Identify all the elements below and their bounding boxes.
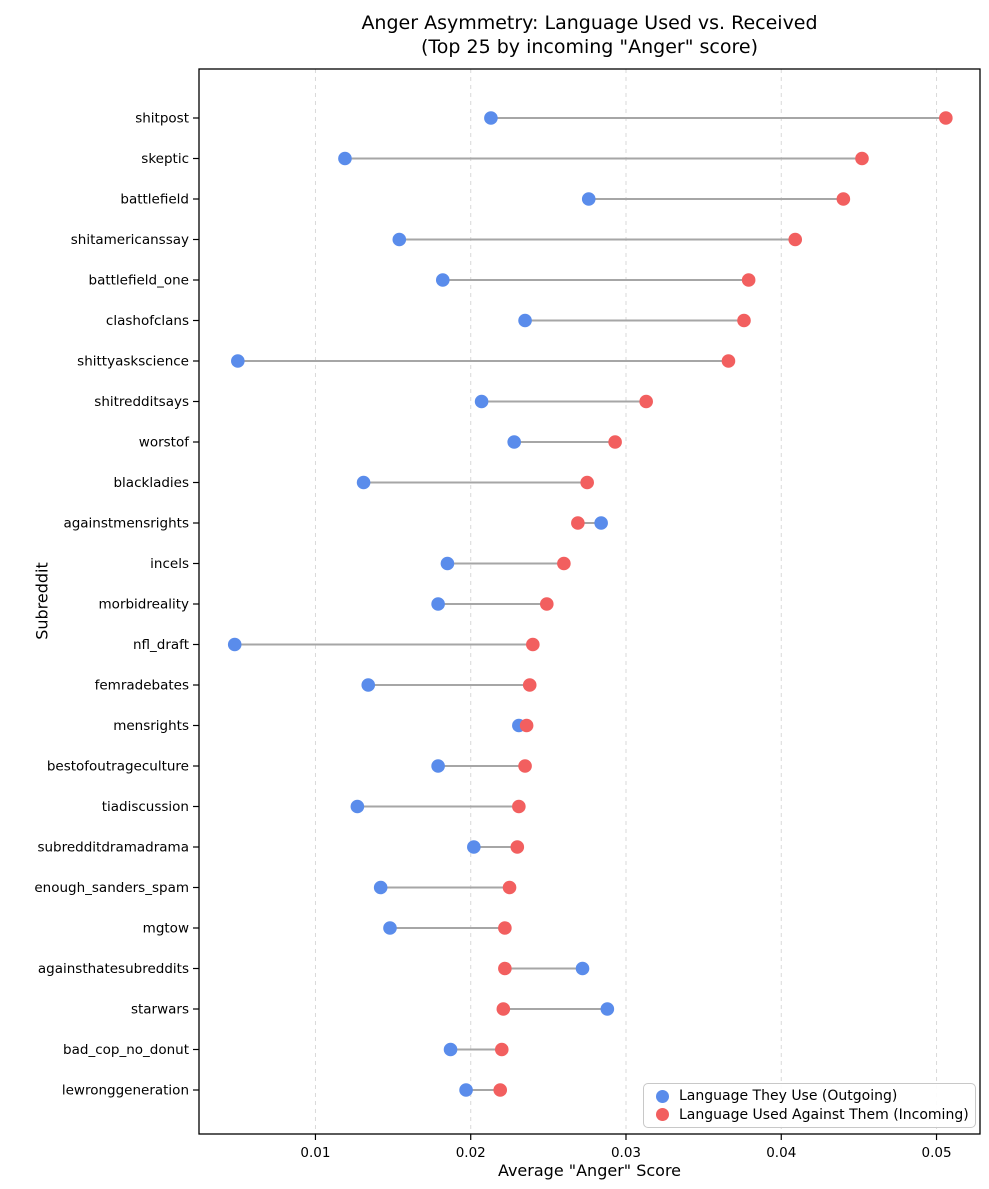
- incoming-dot: [519, 718, 534, 733]
- outgoing-dot: [356, 475, 371, 490]
- outgoing-dot: [383, 921, 397, 935]
- incoming-dot: [496, 1002, 511, 1016]
- row-label: starwars: [131, 1002, 189, 1018]
- chart-title: Anger Asymmetry: Language Used vs. Recei…: [361, 12, 818, 34]
- chart-title-block: Anger Asymmetry: Language Used vs. Recei…: [199, 11, 980, 59]
- outgoing-dot: [350, 799, 365, 814]
- outgoing-dot: [518, 313, 532, 328]
- outgoing-dot: [575, 961, 590, 976]
- outgoing-dot: [373, 880, 388, 895]
- row-label: enough_sanders_spam: [34, 880, 189, 896]
- legend-incoming-dot-icon: [656, 1108, 669, 1122]
- row-label: bad_cop_no_donut: [63, 1042, 189, 1058]
- x-tick-label: 0.01: [300, 1145, 330, 1161]
- axes-frame: [198, 68, 981, 1135]
- row-label: subredditdramadrama: [37, 840, 189, 856]
- outgoing-dot: [440, 556, 455, 571]
- row-label: incels: [150, 556, 189, 572]
- x-tick-label: 0.03: [611, 1145, 641, 1161]
- incoming-dot: [580, 475, 594, 490]
- incoming-dot: [737, 313, 751, 328]
- incoming-dot: [522, 678, 537, 692]
- legend: Language They Use (Outgoing) Language Us…: [643, 1083, 976, 1128]
- outgoing-dot: [338, 151, 352, 166]
- outgoing-dot: [581, 192, 596, 206]
- outgoing-dot: [431, 759, 445, 773]
- row-label: clashofclans: [106, 313, 189, 329]
- incoming-dot: [741, 273, 756, 287]
- x-axis-label: Average "Anger" Score: [497, 1161, 682, 1180]
- legend-outgoing-dot-icon: [656, 1089, 669, 1103]
- row-label: tiadiscussion: [102, 799, 189, 815]
- row-label: shitredditsays: [94, 394, 189, 410]
- outgoing-dot: [227, 637, 242, 652]
- row-label: againstmensrights: [63, 516, 189, 532]
- outgoing-dot: [392, 232, 407, 247]
- row-label: shitamericanssay: [71, 232, 189, 248]
- incoming-dot: [498, 961, 512, 976]
- row-label: shitpost: [135, 111, 189, 127]
- outgoing-dot: [231, 354, 245, 368]
- incoming-dot: [855, 151, 869, 166]
- row-label: skeptic: [141, 151, 189, 167]
- outgoing-dot: [435, 273, 450, 287]
- incoming-dot: [494, 1042, 509, 1057]
- incoming-dot: [510, 840, 525, 854]
- incoming-dot: [526, 637, 540, 652]
- incoming-dot: [608, 435, 622, 449]
- row-label: bestofoutrageculture: [47, 759, 189, 775]
- chart-subtitle: (Top 25 by incoming "Anger" score): [421, 36, 758, 58]
- incoming-dot: [493, 1083, 508, 1097]
- outgoing-dot: [467, 840, 481, 854]
- incoming-dot: [721, 354, 736, 368]
- row-label: femradebates: [95, 678, 189, 694]
- incoming-dot: [540, 597, 554, 611]
- outgoing-dot: [507, 435, 521, 449]
- row-label: shittyaskscience: [77, 354, 189, 370]
- x-tick-label: 0.05: [921, 1145, 951, 1161]
- y-axis-label: Subreddit: [32, 562, 52, 640]
- x-tick-label: 0.04: [766, 1145, 796, 1161]
- outgoing-dot: [361, 678, 376, 692]
- outgoing-dot: [443, 1042, 458, 1057]
- incoming-dot: [518, 759, 532, 773]
- outgoing-dot: [474, 394, 489, 409]
- row-label: againsthatesubreddits: [38, 961, 189, 977]
- incoming-dot: [557, 556, 571, 571]
- incoming-dot: [939, 111, 953, 125]
- outgoing-dot: [459, 1083, 473, 1097]
- row-label: mensrights: [113, 718, 189, 734]
- row-label: nfl_draft: [133, 637, 189, 653]
- incoming-dot: [836, 192, 851, 206]
- row-label: battlefield_one: [89, 273, 190, 289]
- outgoing-dot: [600, 1002, 615, 1016]
- outgoing-dot: [594, 516, 608, 530]
- legend-incoming-label: Language Used Against Them (Incoming): [679, 1106, 969, 1123]
- legend-item-incoming: Language Used Against Them (Incoming): [656, 1107, 971, 1123]
- outgoing-dot: [484, 111, 498, 125]
- row-label: blackladies: [113, 475, 189, 491]
- x-tick-label: 0.02: [456, 1145, 486, 1161]
- incoming-dot: [639, 394, 653, 409]
- row-label: lewronggeneration: [62, 1083, 189, 1099]
- legend-outgoing-label: Language They Use (Outgoing): [679, 1088, 898, 1105]
- incoming-dot: [571, 516, 585, 530]
- row-label: morbidreality: [99, 597, 189, 613]
- row-label: mgtow: [143, 921, 189, 937]
- row-label: worstof: [139, 435, 190, 451]
- incoming-dot: [498, 921, 512, 935]
- outgoing-dot: [431, 597, 445, 611]
- incoming-dot: [502, 880, 517, 895]
- legend-item-outgoing: Language They Use (Outgoing): [656, 1088, 971, 1104]
- incoming-dot: [788, 232, 803, 247]
- incoming-dot: [512, 799, 526, 814]
- row-label: battlefield: [120, 192, 189, 208]
